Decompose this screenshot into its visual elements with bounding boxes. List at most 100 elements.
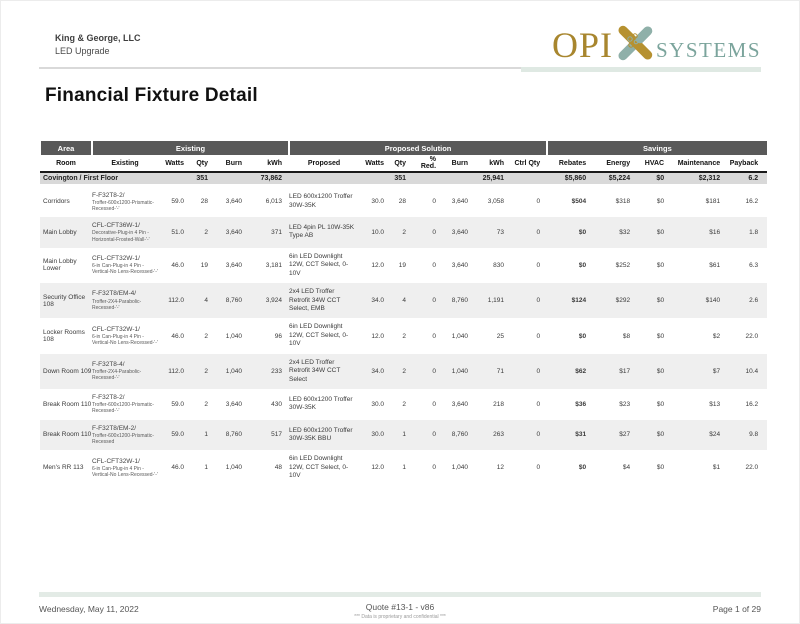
fixture-row: Security Office 108 F-F32T8/EM-4/ Troffe…: [40, 283, 768, 319]
header-text-block: King & George, LLC LED Upgrade: [55, 33, 141, 56]
proposed-watts: 30.0: [359, 185, 392, 218]
footer-accent-bar: [39, 592, 761, 597]
proposed-qty: 1: [391, 450, 414, 486]
proposed-qty: 28: [391, 185, 414, 218]
proposed-fixture: 6in LED Downlight 12W, CCT Select, 0-10V: [289, 318, 360, 354]
opix-x-icon: [615, 23, 655, 68]
page-header: King & George, LLC LED Upgrade OPI: [39, 25, 761, 72]
proposed-burn: 1,040: [443, 450, 476, 486]
existing-kwh: 3,924: [249, 283, 290, 319]
existing-kwh: 6,013: [249, 185, 290, 218]
control-qty: 0: [511, 247, 548, 284]
existing-qty: 1: [191, 450, 215, 486]
existing-watts: 59.0: [158, 419, 191, 451]
proposed-qty: 1: [391, 419, 414, 451]
proposed-fixture: 2x4 LED Troffer Retrofit 34W CCT Select,…: [289, 283, 360, 319]
hvac-savings: $0: [637, 247, 672, 284]
existing-fixture-desc: Decorative-Plug-in 4 Pin - Horizontal-Fr…: [92, 230, 150, 243]
proposed-qty: 2: [391, 318, 414, 354]
proposed-qty: 4: [391, 283, 414, 319]
percent-reduction: 0: [413, 419, 444, 451]
rebates-value: $31: [547, 419, 594, 451]
existing-watts: 46.0: [158, 247, 191, 284]
maintenance-savings: $140: [671, 283, 728, 319]
proposed-burn: 3,640: [443, 247, 476, 284]
group-header-existing: Existing: [90, 141, 290, 155]
proposed-fixture: 6in LED Downlight 12W, CCT Select, 0-10V: [289, 247, 360, 284]
maintenance-savings: $1: [671, 450, 728, 486]
room-name: Corridors: [40, 185, 92, 218]
rebates-value: $0: [547, 217, 594, 248]
hvac-savings: $0: [637, 353, 672, 389]
existing-burn: 1,040: [215, 318, 249, 354]
energy-savings: $292: [593, 283, 638, 319]
payback-years: 16.2: [727, 185, 768, 218]
proposed-fixture: LED 600x1200 Troffer 30W-35K BBU: [289, 419, 360, 451]
control-qty: 0: [511, 450, 548, 486]
percent-reduction: 0: [413, 185, 444, 218]
existing-qty: 2: [191, 353, 215, 389]
existing-kwh: 430: [249, 389, 290, 420]
existing-watts: 59.0: [158, 185, 191, 218]
col-existing: Existing: [92, 155, 158, 173]
hvac-savings: $0: [637, 419, 672, 451]
area-total-hvac: $0: [637, 172, 672, 187]
proposed-watts: 30.0: [359, 419, 392, 451]
room-name: Break Room 110: [40, 419, 92, 451]
room-name: Main Lobby: [40, 217, 92, 248]
fixture-row: Main Lobby Lower CFL-CFT32W-1/ 6-in Can-…: [40, 247, 768, 284]
col-energy: Energy: [593, 155, 638, 173]
hvac-savings: $0: [637, 185, 672, 218]
fixture-row: Men's RR 113 CFL-CFT32W-1/ 6-in Can-Plug…: [40, 450, 768, 486]
existing-fixture-code: F-F32T8/EM-2/: [92, 424, 137, 432]
payback-years: 22.0: [727, 450, 768, 486]
existing-kwh: 371: [249, 217, 290, 248]
payback-years: 16.2: [727, 389, 768, 420]
payback-years: 22.0: [727, 318, 768, 354]
existing-burn: 1,040: [215, 353, 249, 389]
page-title: Financial Fixture Detail: [45, 85, 258, 106]
existing-fixture-code: F-F32T8-2/: [92, 191, 125, 199]
existing-fixture-code: F-F32T8-4/: [92, 361, 125, 369]
proposed-burn: 8,760: [443, 283, 476, 319]
existing-burn: 3,640: [215, 185, 249, 218]
energy-savings: $318: [593, 185, 638, 218]
maintenance-savings: $2: [671, 318, 728, 354]
maintenance-savings: $7: [671, 353, 728, 389]
proposed-burn: 3,640: [443, 185, 476, 218]
col-rebates: Rebates: [547, 155, 594, 173]
existing-fixture: CFL-CFT36W-1/ Decorative-Plug-in 4 Pin -…: [92, 217, 158, 248]
rebates-value: $124: [547, 283, 594, 319]
col-p-watts: Watts: [359, 155, 392, 173]
area-total-qty: 351: [191, 172, 215, 187]
proposed-burn: 3,640: [443, 217, 476, 248]
group-header-proposed: Proposed Solution: [288, 141, 548, 155]
proposed-fixture: LED 4pin PL 10W-35K Type AB: [289, 217, 360, 248]
existing-fixture-desc: 6-in Can-Plug-in 4 Pin - Vertical-No Len…: [92, 333, 158, 347]
payback-years: 2.6: [727, 283, 768, 319]
table-group-header-row: Area Existing Proposed Solution Savings: [39, 141, 768, 155]
existing-fixture: F-F32T8-2/ Troffer-600x1200-Prismatic-Re…: [92, 185, 158, 218]
energy-savings: $8: [593, 318, 638, 354]
area-total-payback: 6.2: [727, 172, 768, 187]
area-total-rebates: $5,860: [547, 172, 594, 187]
area-total-row: Covington / First Floor 351 73,862 351 2…: [40, 172, 768, 187]
energy-savings: $32: [593, 217, 638, 248]
existing-burn: 3,640: [215, 217, 249, 248]
percent-reduction: 0: [413, 389, 444, 420]
page-footer: Wednesday, May 11, 2022 Quote #13-1 - v8…: [39, 602, 761, 622]
col-proposed: Proposed: [289, 155, 360, 173]
payback-years: 6.3: [727, 247, 768, 284]
room-name: Men's RR 113: [40, 450, 92, 486]
proposed-kwh: 71: [475, 353, 512, 389]
existing-qty: 2: [191, 389, 215, 420]
rebates-value: $0: [547, 450, 594, 486]
logo-text-opi: OPI: [551, 25, 613, 65]
existing-fixture-desc: Troffer-600x1200-Prismatic-Recessed: [92, 432, 154, 445]
existing-kwh: 233: [249, 353, 290, 389]
proposed-watts: 30.0: [359, 389, 392, 420]
existing-fixture-desc: Troffer-600x1200-Prismatic-Recessed-'-': [92, 402, 154, 415]
area-total-maintenance: $2,312: [671, 172, 728, 187]
proposed-kwh: 73: [475, 217, 512, 248]
